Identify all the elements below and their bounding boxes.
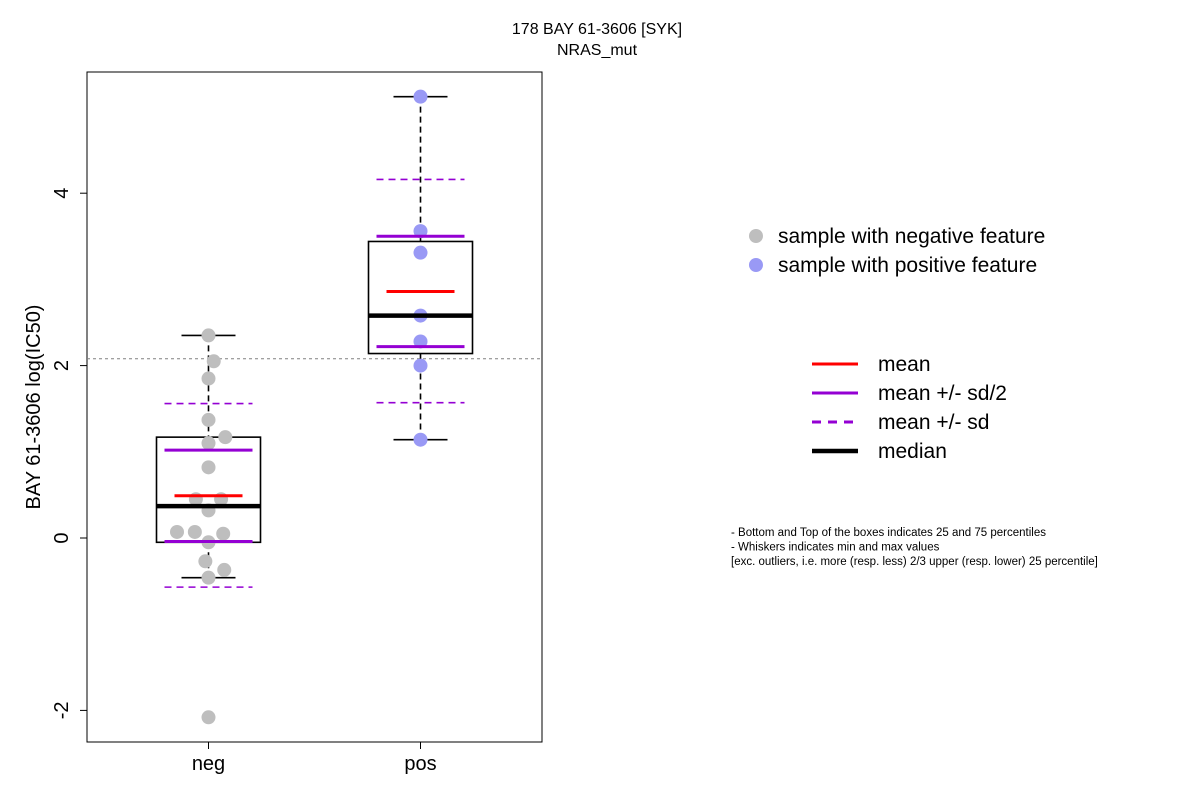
y-tick-label: -2 (51, 702, 73, 720)
legend-line-label: mean +/- sd/2 (878, 382, 1007, 405)
data-point (170, 524, 184, 539)
data-point (201, 436, 216, 451)
y-tick-label: 4 (51, 188, 73, 199)
data-point (187, 524, 202, 539)
data-point (216, 526, 231, 541)
box-iqr (155, 436, 262, 544)
y-axis: -2 0 2 4 (51, 188, 87, 720)
note-line: - Whiskers indicates min and max values (731, 542, 940, 554)
legend-point-marker (749, 229, 763, 243)
data-point (413, 224, 428, 239)
data-point (413, 432, 428, 447)
data-point (201, 412, 216, 427)
legend-point-label: sample with negative feature (778, 225, 1045, 248)
data-point (413, 358, 428, 373)
data-point (201, 710, 216, 725)
chart-subtitle: NRAS_mut (557, 42, 638, 59)
data-point (413, 89, 428, 104)
data-point (201, 328, 216, 343)
data-point (413, 334, 428, 349)
legend-line-label: median (878, 440, 947, 463)
x-axis: neg pos (192, 742, 437, 775)
legend-point-marker (749, 258, 763, 272)
chart-title: 178 BAY 61-3606 [SYK] (512, 21, 682, 38)
data-point (217, 562, 232, 577)
legend-point-label: sample with positive feature (778, 254, 1037, 277)
legend-points: sample with negative feature sample with … (749, 225, 1045, 277)
data-point (218, 430, 233, 445)
data-point (201, 371, 216, 386)
legend-line-label: mean (878, 353, 931, 376)
data-point (201, 460, 216, 475)
group-pos (367, 89, 474, 447)
y-axis-label: BAY 61-3606 log(IC50) (23, 305, 45, 510)
data-point (206, 354, 221, 369)
note-line: [exc. outliers, i.e. more (resp. less) 2… (731, 556, 1098, 568)
plot-layer (87, 89, 542, 725)
data-point (201, 570, 216, 585)
x-tick-label: neg (192, 753, 225, 775)
group-neg (155, 328, 262, 725)
plot-frame (86, 71, 543, 743)
x-tick-label: pos (404, 753, 436, 775)
box-iqr (367, 240, 474, 355)
legend-line-label: mean +/- sd (878, 411, 989, 434)
data-point (198, 554, 213, 569)
data-point (413, 245, 428, 260)
note-line: - Bottom and Top of the boxes indicates … (731, 527, 1046, 539)
y-tick-label: 2 (51, 360, 73, 371)
legend-lines: mean mean +/- sd/2 mean +/- sd median (812, 353, 1007, 463)
y-tick-label: 0 (51, 532, 73, 543)
notes: - Bottom and Top of the boxes indicates … (731, 527, 1098, 568)
